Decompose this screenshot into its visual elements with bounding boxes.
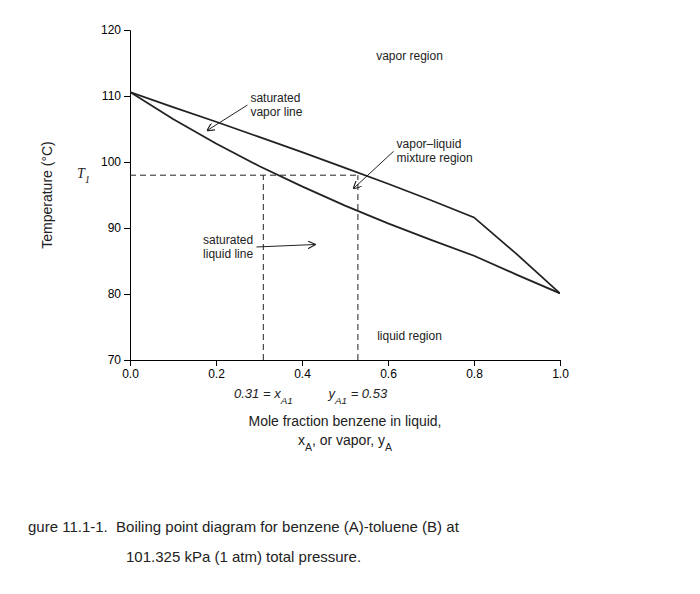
x-a1-label: 0.31 = xA1	[234, 386, 293, 406]
y-tick: 100	[101, 155, 130, 169]
subscript: A	[305, 441, 312, 453]
annotation: vapor region	[376, 49, 443, 63]
y-tick-label: 100	[101, 155, 121, 169]
y-a1-label: yA1 = 0.53	[328, 386, 388, 406]
subscript: A1	[280, 395, 293, 406]
x-tick: 0.8	[466, 360, 483, 381]
y-axis: 70 80 90 100 110 120	[101, 23, 131, 367]
series-line	[130, 92, 560, 293]
x-tick-mark	[560, 360, 561, 366]
x-tick-mark	[388, 360, 389, 366]
x-tick-label: 0.4	[294, 367, 311, 381]
annotation-text: vapor region	[376, 49, 443, 63]
plot: 0.0 0.2 0.4 0.6 0.8 1.0 70 80 90 100 110 120 Tempera…	[39, 23, 569, 453]
y-tick-label: 120	[101, 23, 121, 37]
x-tick-label: 0.6	[380, 367, 397, 381]
x-tick: 1.0	[552, 360, 569, 381]
x-tick-label: 0.0	[122, 367, 139, 381]
t1-line	[130, 175, 358, 176]
y-tick-label: 110	[102, 89, 121, 103]
x-axis: 0.0 0.2 0.4 0.6 0.8 1.0	[122, 360, 569, 381]
x-tick: 0.4	[294, 360, 311, 381]
x-tick-mark	[474, 360, 475, 366]
x-tick: 0.0	[122, 360, 139, 381]
annotation-text: saturated	[250, 91, 300, 105]
x-tick-label: 0.8	[466, 367, 483, 381]
y-tick: 120	[101, 23, 130, 37]
text-part: , or vapor, y	[312, 432, 385, 448]
y-a1-line	[357, 175, 358, 360]
x-tick-label: 0.2	[208, 367, 225, 381]
annotation-text: saturated	[203, 233, 253, 247]
annotation: liquid region	[377, 329, 442, 343]
annotation: vapor–liquidmixture region	[397, 137, 473, 165]
subscript: 1	[85, 174, 90, 185]
x-tick: 0.2	[208, 360, 225, 381]
x-tick-mark	[216, 360, 217, 366]
y-tick: 80	[108, 287, 130, 301]
annotation: saturatedvapor line	[250, 91, 302, 119]
y-tick-mark	[124, 360, 130, 361]
axis-line	[124, 31, 131, 361]
annotation-arrow	[354, 151, 394, 188]
data-layer	[130, 92, 560, 360]
text-part: = 0.53	[347, 386, 388, 401]
y-tick: 110	[102, 89, 130, 103]
y-tick-mark	[124, 294, 130, 295]
x-axis-title: xA, or vapor, yA	[298, 432, 392, 453]
subscript: A	[385, 441, 392, 453]
x-a1-line	[263, 175, 264, 360]
x-tick: 0.6	[380, 360, 397, 381]
annotation-text: liquid line	[203, 247, 253, 261]
annotation-text: vapor line	[250, 105, 302, 119]
y-axis-title: Temperature (°C)	[39, 141, 55, 249]
y-tick: 70	[108, 353, 130, 367]
annotation-text: liquid region	[377, 329, 442, 343]
annotation-arrow	[256, 245, 314, 247]
y-tick-mark	[124, 30, 130, 31]
x-tick-label: 1.0	[552, 367, 569, 381]
y-tick-label: 90	[108, 221, 122, 235]
y-tick-mark	[124, 96, 130, 97]
series-line	[130, 92, 560, 293]
chart: 0.0 0.2 0.4 0.6 0.8 1.0 70 80 90 100 110 120 Tempera…	[0, 0, 700, 594]
axis-line	[131, 361, 561, 367]
text-part: 0.31 = x	[234, 386, 281, 401]
annotation-arrow	[207, 105, 247, 130]
annotation: saturatedliquid line	[203, 233, 253, 261]
y-tick-label: 80	[108, 287, 122, 301]
y-tick-mark	[124, 228, 130, 229]
caption: gure 11.1-1. Boiling point diagram for b…	[28, 518, 460, 535]
text-part: Mole fraction benzene in liquid,	[248, 413, 441, 429]
annotation-text: vapor–liquid	[397, 137, 462, 151]
t1-label: T1	[77, 166, 90, 185]
caption: 101.325 kPa (1 atm) total pressure.	[126, 548, 361, 565]
text-part: x	[298, 432, 305, 448]
y-tick-label: 70	[108, 353, 122, 367]
y-tick: 90	[108, 221, 130, 235]
x-tick-mark	[302, 360, 303, 366]
y-tick-mark	[124, 162, 130, 163]
x-axis-title: Mole fraction benzene in liquid,	[248, 413, 441, 429]
annotation-text: mixture region	[397, 151, 473, 165]
subscript: A1	[334, 395, 347, 406]
